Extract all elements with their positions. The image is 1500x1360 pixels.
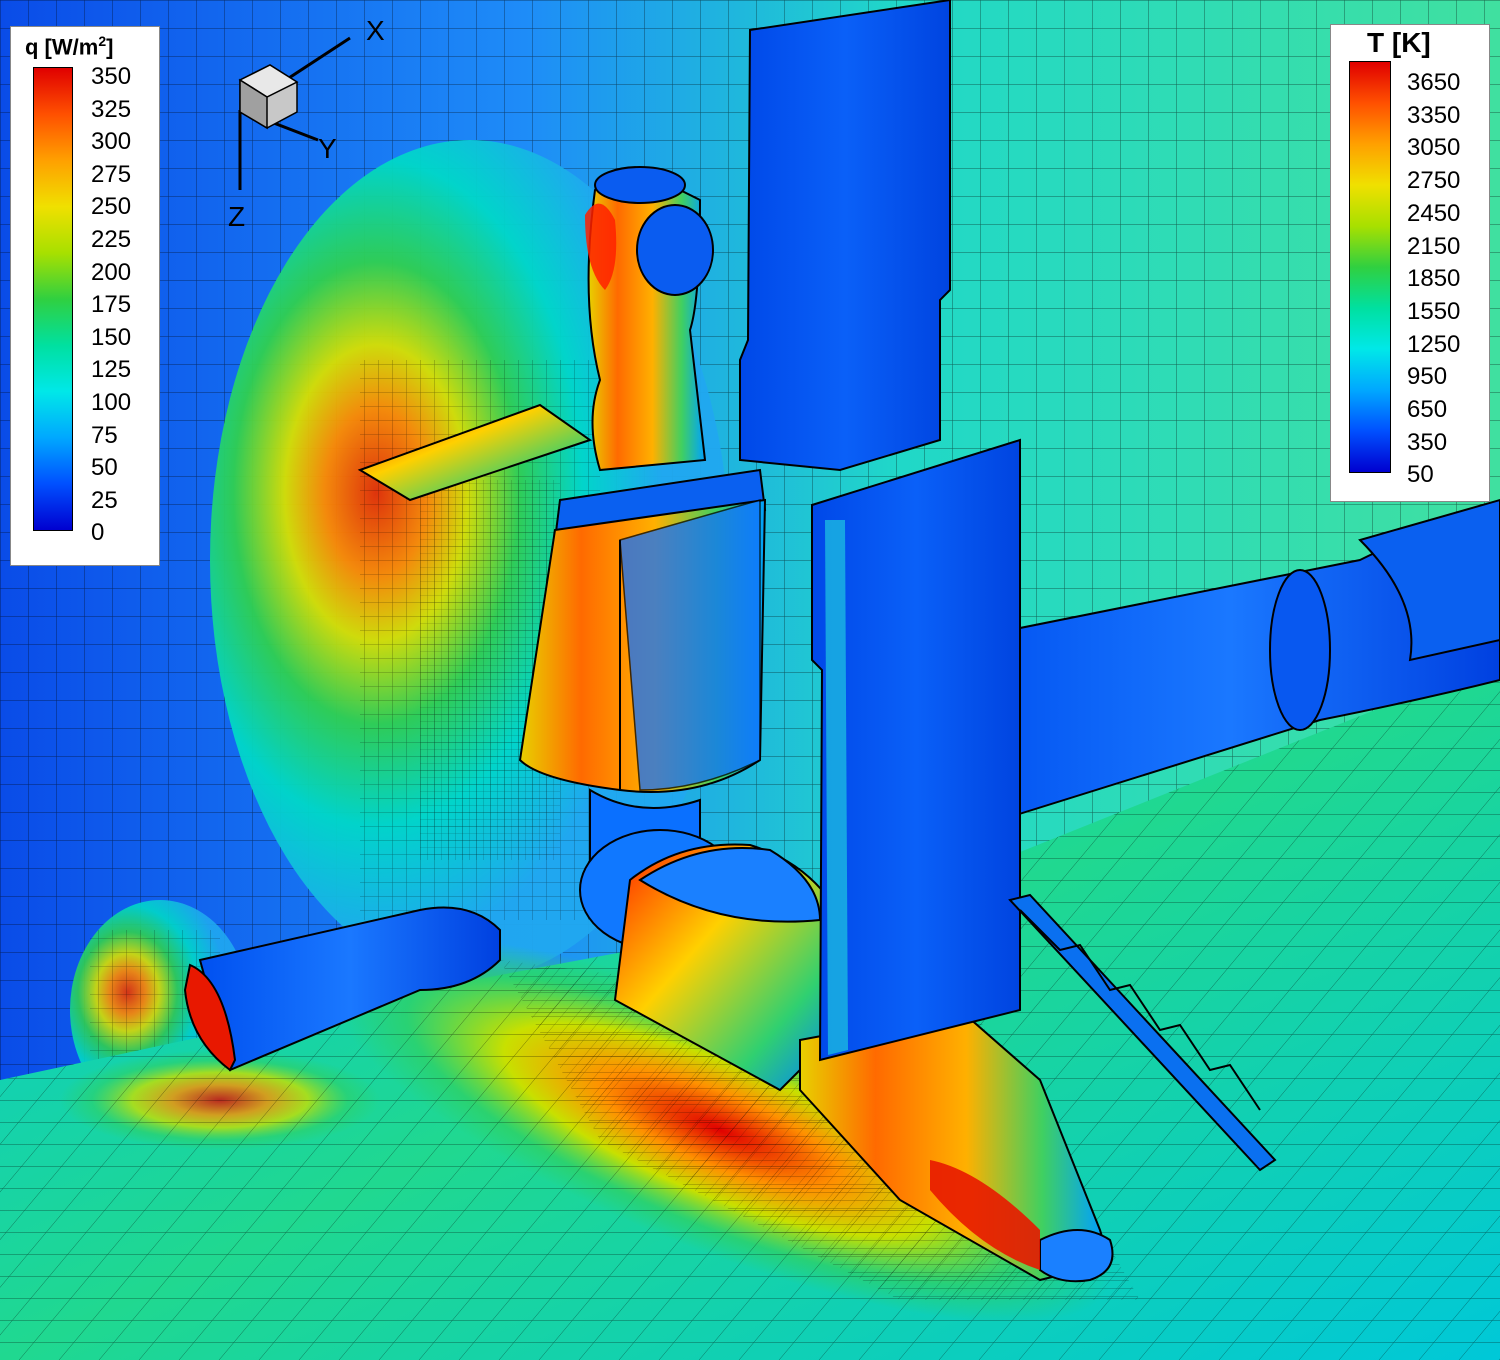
heat-flux-tick-label: 175 — [91, 291, 132, 319]
heat-flux-tick-label: 225 — [91, 226, 132, 253]
front-boom-nose — [1039, 1229, 1114, 1283]
temperature-tick-label: 2150 — [1407, 232, 1461, 260]
left-arm-end-hot — [183, 963, 237, 1072]
temperature-tick-label: 1850 — [1407, 265, 1461, 293]
heat-flux-tick-label: 275 — [91, 160, 132, 188]
heat-flux-tick-label: 75 — [91, 421, 118, 449]
back-solar-panel — [739, 0, 951, 472]
central-module-side — [619, 499, 761, 791]
temperature-tick-label: 1250 — [1407, 330, 1461, 358]
temperature-colorbar — [1349, 61, 1391, 473]
floor-strut-edge — [1019, 909, 1261, 1111]
upper-module-cap — [636, 204, 714, 296]
heat-flux-tick-label: 0 — [91, 519, 105, 547]
left-fin — [357, 403, 593, 502]
temperature-tick-label: 950 — [1407, 363, 1448, 391]
left-arm — [198, 906, 501, 1072]
heat-flux-tick-label: 150 — [91, 323, 132, 351]
temperature-tick-label: 650 — [1407, 396, 1448, 423]
legend-heat-flux-title-end: ] — [106, 34, 114, 60]
heat-flux-tick-label: 200 — [91, 258, 132, 286]
axis-z-label: Z — [228, 201, 245, 232]
front-boom-hot — [930, 1160, 1040, 1270]
legend-heat-flux-title-sup: 2 — [98, 33, 107, 49]
heat-flux-tick-label: 100 — [91, 389, 132, 416]
temperature-tick-label: 50 — [1407, 461, 1434, 489]
heat-flux-tick-label: 350 — [91, 63, 132, 90]
right-boom-cone — [1358, 498, 1500, 662]
front-panel-edge-glow — [825, 520, 848, 1055]
heat-flux-tick-label: 50 — [91, 454, 118, 482]
heat-flux-colorbar — [33, 67, 73, 531]
temperature-tick-label: 2750 — [1407, 167, 1461, 195]
temperature-tick-label: 3650 — [1407, 69, 1461, 96]
heat-flux-tick-label: 300 — [91, 128, 132, 156]
legend-temperature-title: T [K] — [1367, 27, 1431, 58]
axis-x-label: X — [366, 15, 385, 46]
legend-temperature: T [K] 3650 3350 3050 2750 2450 2150 1850 1550 12… — [1330, 24, 1490, 502]
axis-triad: X Y Z — [228, 15, 385, 232]
axis-y-label: Y — [318, 133, 337, 164]
legend-heat-flux: q [W/m2] 350 325 300 275 250 225 200 175 150 125 1… — [10, 26, 160, 566]
upper-module-top — [594, 166, 686, 204]
legend-heat-flux-title-main: q [W/m — [25, 34, 99, 60]
front-solar-panel — [811, 438, 1021, 1062]
heat-flux-tick-label: 125 — [91, 356, 132, 384]
heat-flux-tick-label: 250 — [91, 193, 132, 221]
temperature-tick-label: 1550 — [1407, 297, 1461, 325]
temperature-tick-label: 350 — [1407, 428, 1448, 456]
legend-heat-flux-title: q [W/m2] — [25, 33, 113, 60]
heat-flux-tick-label: 325 — [91, 95, 132, 123]
front-module-top — [638, 847, 822, 923]
temperature-tick-label: 2450 — [1407, 199, 1461, 227]
heat-flux-tick-label: 25 — [91, 486, 118, 514]
floor-strut — [1008, 893, 1277, 1172]
temperature-tick-label: 3050 — [1407, 134, 1461, 162]
right-boom-end — [1269, 569, 1331, 731]
upper-module-hotspot — [585, 203, 617, 290]
temperature-tick-label: 3350 — [1407, 101, 1461, 129]
